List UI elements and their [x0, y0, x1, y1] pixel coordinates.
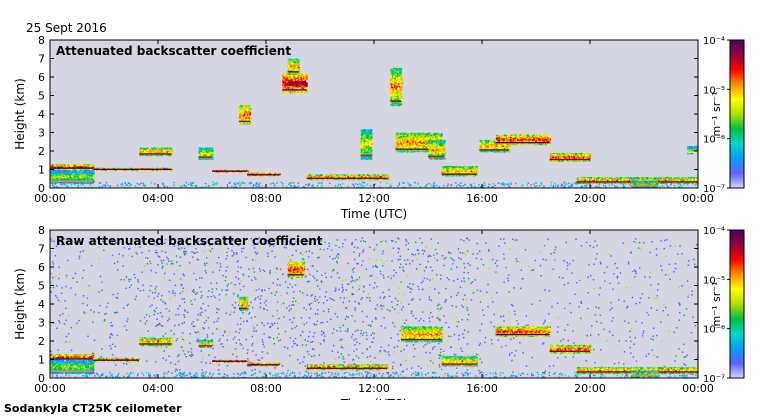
- colorbar-tick-label: 10⁻⁵: [703, 275, 725, 286]
- colorbar-tick-label: 10⁻⁶: [703, 325, 725, 336]
- colorbar: [729, 39, 745, 189]
- y-tick-label: 2: [38, 145, 45, 158]
- colorbar-tick-label: 10⁻⁶: [703, 135, 725, 146]
- panel-1: 0 1 2 3 4 5 6 7 8 00:00 04:00 08:00 12:00 16:00 20:00 0…: [13, 34, 745, 221]
- plot-background: [50, 230, 698, 378]
- colorbar-tick-label: 10⁻⁴: [703, 226, 725, 237]
- instrument-footer: Sodankyla CT25K ceilometer: [4, 402, 182, 415]
- x-tick-label: 12:00: [358, 192, 390, 205]
- y-tick-label: 3: [38, 127, 45, 140]
- colorbar-tick-label: 10⁻⁴: [703, 36, 725, 47]
- figure-svg: 0 1 2 3 4 5 6 7 8 00:00 04:00 08:00 12:00 16:00 20:00 0…: [13, 34, 745, 400]
- y-tick-label: 7: [38, 53, 45, 66]
- y-tick-label: 4: [38, 298, 45, 311]
- x-tick-label: 20:00: [574, 192, 606, 205]
- y-tick-label: 1: [38, 164, 45, 177]
- x-tick-label: 04:00: [142, 192, 174, 205]
- y-tick-label: 4: [38, 108, 45, 121]
- colorbar: [729, 229, 745, 379]
- colorbar-tick-label: 10⁻⁷: [703, 184, 725, 195]
- y-tick-label: 0: [38, 372, 45, 385]
- plot-background: [50, 40, 698, 188]
- y-tick-label: 0: [38, 182, 45, 195]
- panel-title: Attenuated backscatter coefficient: [56, 44, 291, 58]
- y-tick-label: 5: [38, 280, 45, 293]
- x-tick-label: 00:00: [34, 382, 66, 395]
- colorbar-tick-label: 10⁻⁷: [703, 374, 725, 385]
- panel-title: Raw attenuated backscatter coefficient: [56, 234, 323, 248]
- panel-2: 0 1 2 3 4 5 6 7 8 00:00 04:00 08:00 12:00 16:00 20:00 0…: [13, 224, 745, 400]
- x-tick-label: 00:00: [34, 192, 66, 205]
- y-tick-label: 8: [38, 224, 45, 237]
- x-tick-label: 00:00: [682, 382, 714, 395]
- x-axis-label: Time (UTC): [340, 207, 407, 221]
- x-tick-label: 20:00: [574, 382, 606, 395]
- y-tick-label: 7: [38, 243, 45, 256]
- data-layer: [50, 237, 698, 378]
- colorbar-units: m⁻¹ sr⁻¹: [710, 92, 723, 137]
- y-axis-label: Height (km): [13, 268, 27, 339]
- colorbar-tick-label: 10⁻⁵: [703, 85, 725, 96]
- y-axis-label: Height (km): [13, 78, 27, 149]
- y-tick-label: 2: [38, 335, 45, 348]
- y-tick-label: 3: [38, 317, 45, 330]
- x-tick-label: 08:00: [250, 382, 282, 395]
- y-tick-label: 5: [38, 90, 45, 103]
- colorbar-units: m⁻¹ sr⁻¹: [710, 282, 723, 327]
- x-tick-label: 16:00: [466, 382, 498, 395]
- data-layer: [50, 58, 698, 188]
- y-tick-label: 8: [38, 34, 45, 47]
- y-tick-label: 1: [38, 354, 45, 367]
- x-tick-label: 16:00: [466, 192, 498, 205]
- x-tick-label: 00:00: [682, 192, 714, 205]
- x-tick-label: 04:00: [142, 382, 174, 395]
- y-tick-label: 6: [38, 261, 45, 274]
- x-tick-label: 08:00: [250, 192, 282, 205]
- y-tick-label: 6: [38, 71, 45, 84]
- date-label: 25 Sept 2016: [26, 21, 107, 35]
- x-tick-label: 12:00: [358, 382, 390, 395]
- x-axis-label: Time (UTC): [340, 397, 407, 400]
